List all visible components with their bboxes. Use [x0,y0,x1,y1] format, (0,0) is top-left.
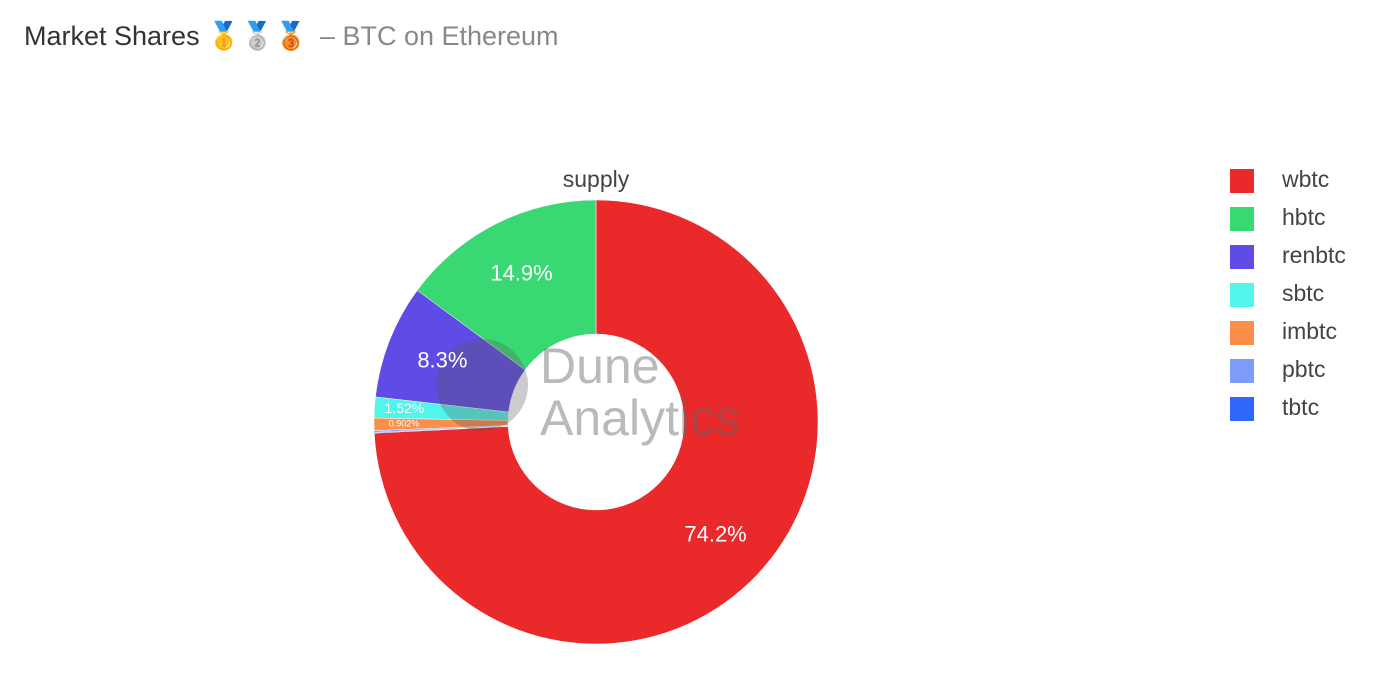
legend-swatch [1230,359,1254,383]
title: Market Shares 🥇🥈🥉 [24,20,308,52]
legend-label: pbtc [1282,356,1325,382]
legend-label: wbtc [1281,166,1329,192]
legend-label: tbtc [1282,394,1319,420]
data-label: 74.2% [684,522,746,547]
legend-label: renbtc [1282,242,1346,268]
watermark-text: Analytics [540,390,740,446]
watermark-logo [436,339,528,431]
legend-label: sbtc [1282,280,1324,306]
data-label: 14.9% [490,261,552,286]
data-label: 8.3% [417,348,467,373]
legend-label: hbtc [1282,204,1325,230]
legend-swatch [1230,283,1254,307]
legend-label: imbtc [1282,318,1337,344]
pie-slice [373,425,509,434]
data-label: 0.902% [389,418,420,428]
subtitle: – BTC on Ethereum [320,21,559,51]
legend-swatch [1230,207,1254,231]
chart-title: Market Shares 🥇🥈🥉 – BTC on Ethereum [24,20,559,52]
pie-slice [416,199,597,371]
legend-swatch [1230,169,1254,193]
legend-swatch [1230,397,1254,421]
data-label: 1.52% [385,400,425,416]
pie-slice [374,199,819,645]
legend-swatch [1230,245,1254,269]
pie-label: supply [563,166,630,192]
watermark-text: Dune [540,338,660,394]
legend-swatch [1230,321,1254,345]
